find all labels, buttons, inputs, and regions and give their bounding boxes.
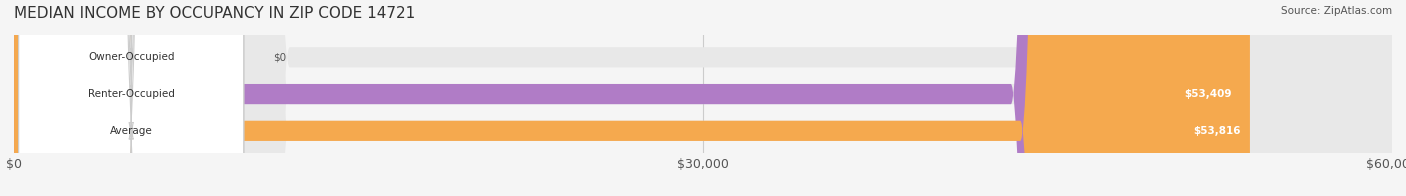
Text: MEDIAN INCOME BY OCCUPANCY IN ZIP CODE 14721: MEDIAN INCOME BY OCCUPANCY IN ZIP CODE 1… bbox=[14, 6, 415, 21]
FancyBboxPatch shape bbox=[14, 0, 1250, 196]
FancyBboxPatch shape bbox=[14, 0, 1392, 196]
FancyBboxPatch shape bbox=[18, 0, 243, 196]
FancyBboxPatch shape bbox=[14, 0, 1240, 196]
FancyBboxPatch shape bbox=[14, 0, 1392, 196]
FancyBboxPatch shape bbox=[18, 0, 243, 196]
FancyBboxPatch shape bbox=[14, 0, 1392, 196]
Text: $53,409: $53,409 bbox=[1184, 89, 1232, 99]
Text: Average: Average bbox=[110, 126, 153, 136]
Text: Source: ZipAtlas.com: Source: ZipAtlas.com bbox=[1281, 6, 1392, 16]
FancyBboxPatch shape bbox=[18, 0, 243, 196]
Text: $53,816: $53,816 bbox=[1194, 126, 1240, 136]
Text: $0: $0 bbox=[274, 52, 287, 62]
Text: Owner-Occupied: Owner-Occupied bbox=[89, 52, 174, 62]
Text: Renter-Occupied: Renter-Occupied bbox=[87, 89, 174, 99]
